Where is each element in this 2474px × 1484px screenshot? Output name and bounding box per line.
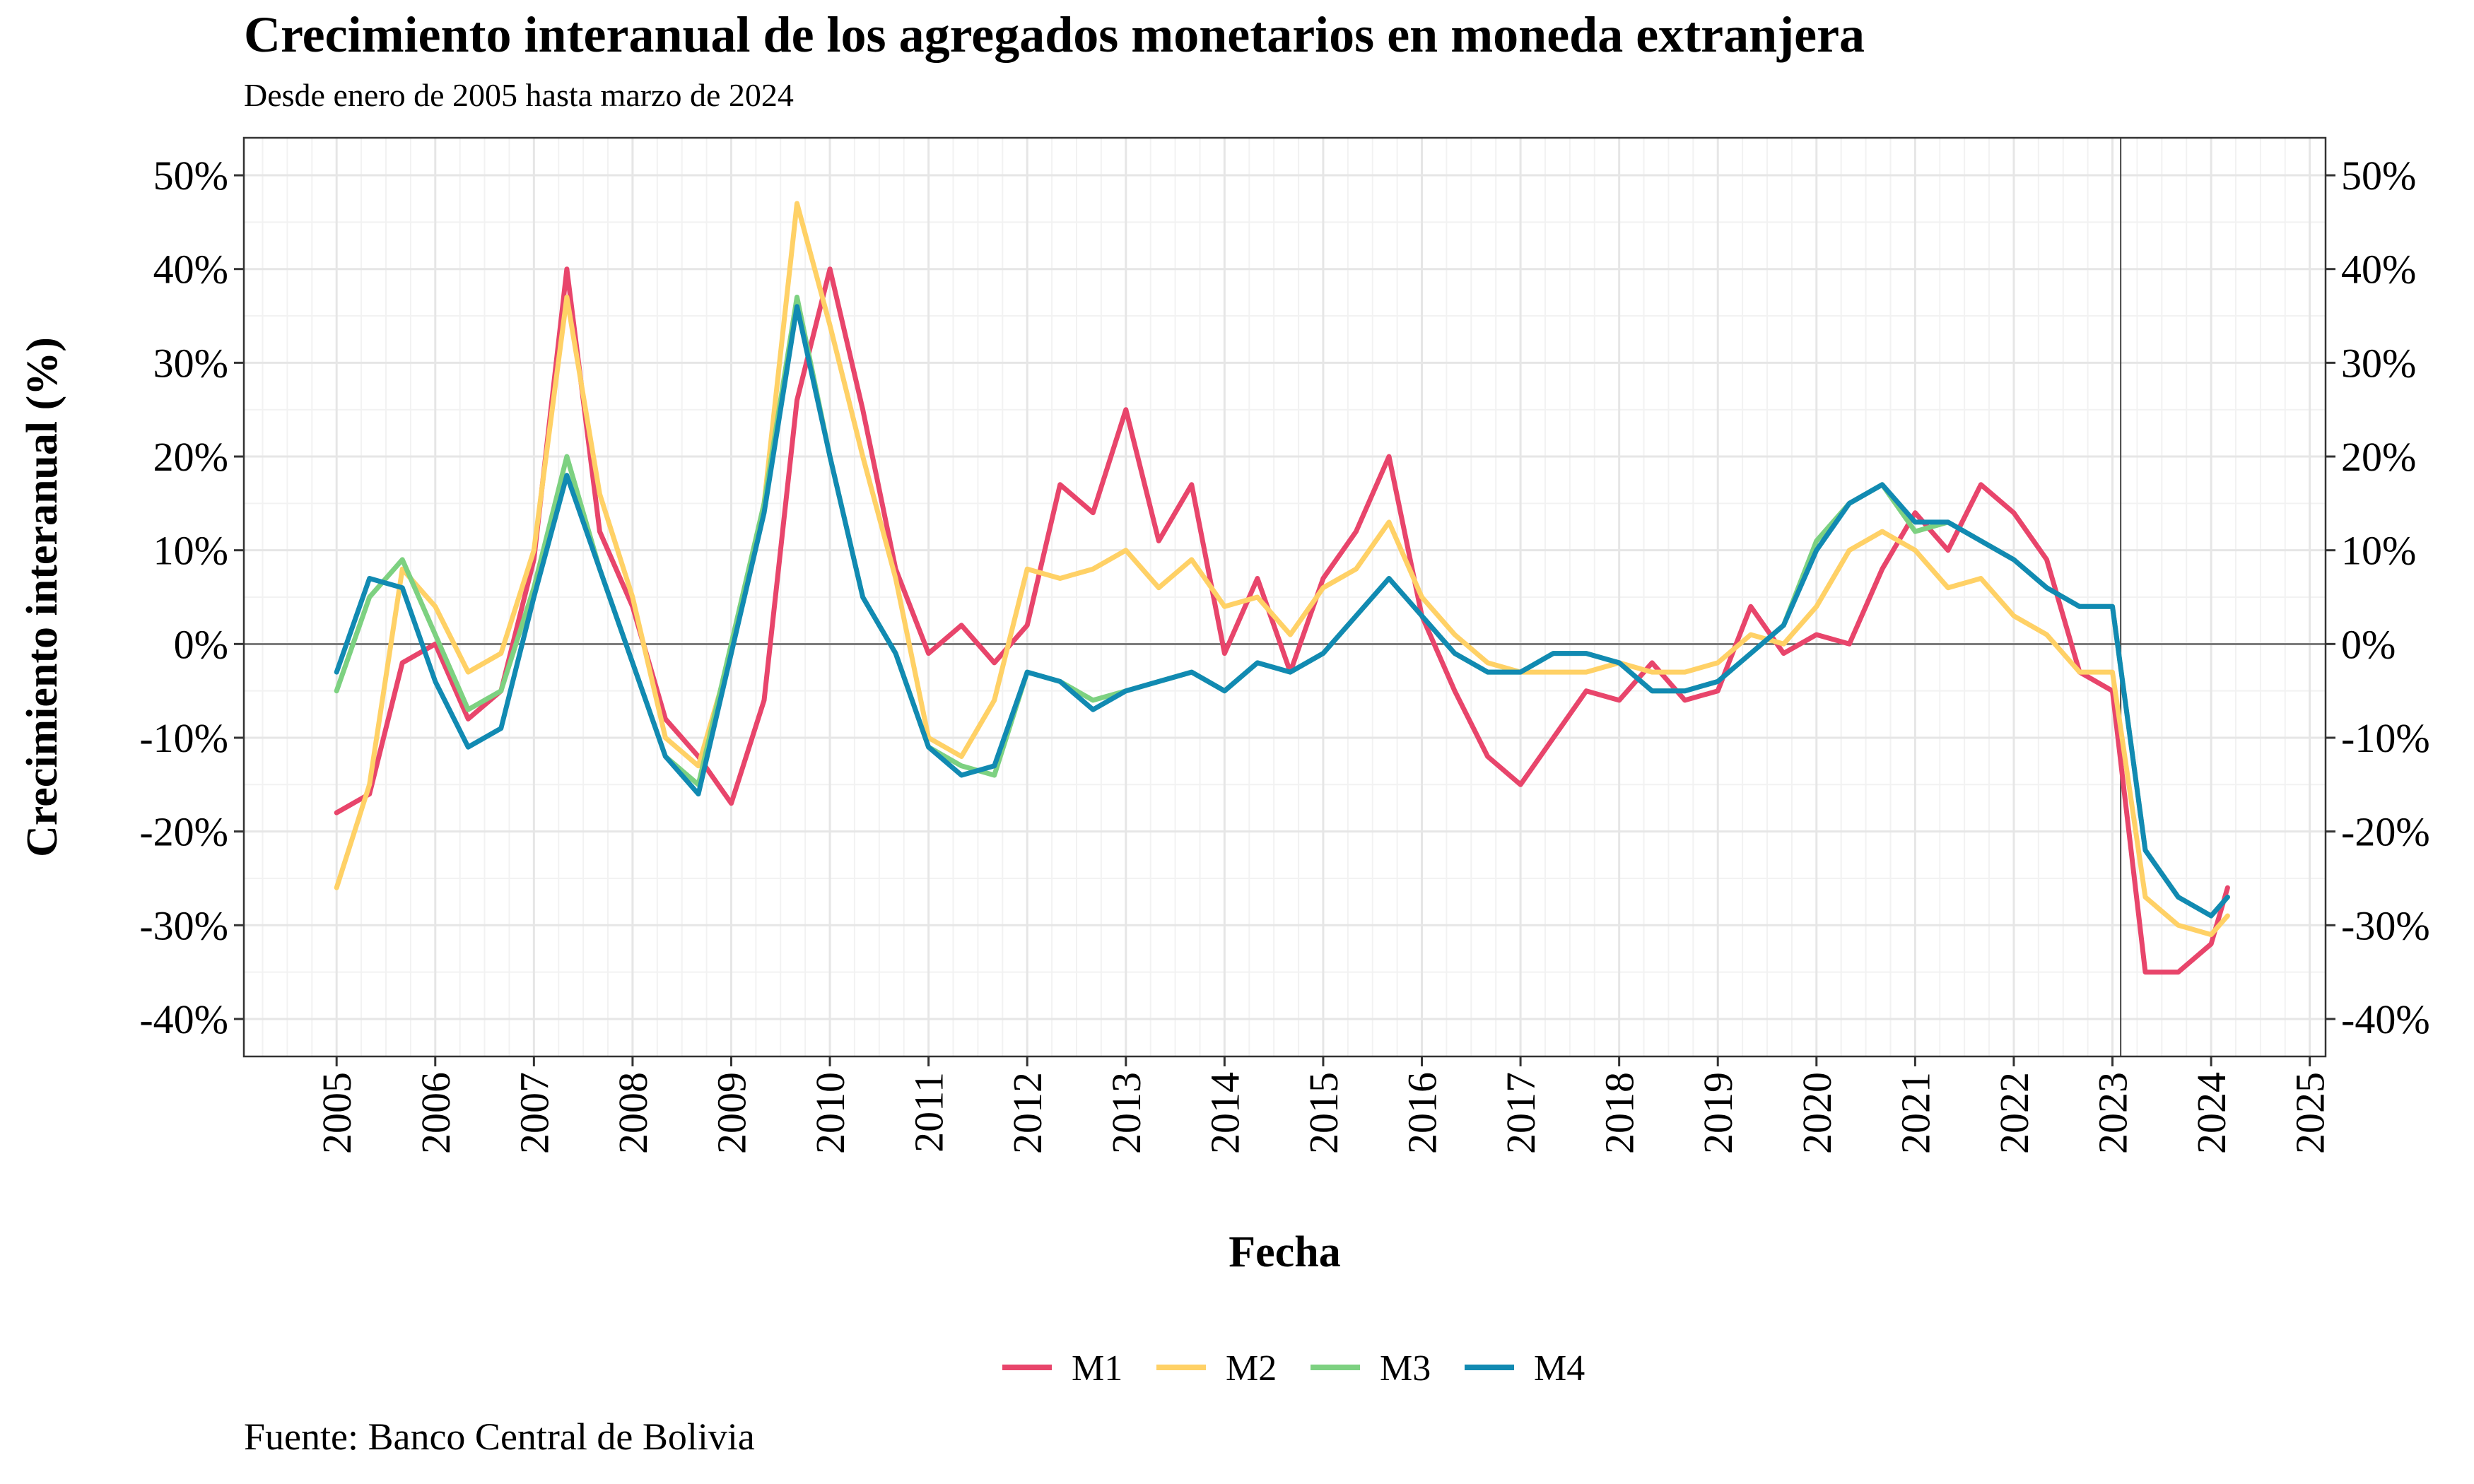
x-tick-label: 2011	[906, 1072, 952, 1153]
x-tick-label: 2006	[413, 1072, 459, 1154]
source-caption: Fuente: Banco Central de Bolivia	[244, 1415, 755, 1458]
series-layer	[334, 201, 2230, 975]
x-tick-label: 2007	[511, 1072, 557, 1154]
x-tick-label: 2015	[1301, 1072, 1347, 1154]
y-tick-label-right: 30%	[2341, 340, 2416, 386]
series-line-m4	[334, 304, 2230, 919]
y-tick-label-right: -10%	[2341, 715, 2430, 761]
x-tick-label: 2023	[2090, 1072, 2136, 1154]
x-tick-label: 2012	[1004, 1072, 1050, 1154]
x-tick-label: 2016	[1400, 1072, 1446, 1154]
legend-label-m3: M3	[1380, 1348, 1431, 1389]
y-tick-label-left: 40%	[153, 247, 228, 293]
reference-lines	[244, 138, 2326, 1056]
y-tick-label-right: -30%	[2341, 902, 2430, 948]
series-line-m2	[334, 201, 2230, 938]
x-tick-label: 2009	[708, 1072, 754, 1154]
y-tick-label-right: -40%	[2341, 996, 2430, 1042]
y-tick-label-right: 0%	[2341, 621, 2396, 667]
x-tick-label: 2005	[314, 1072, 360, 1154]
y-tick-label-left: 50%	[153, 153, 228, 199]
y-tick-label-left: -20%	[139, 809, 228, 855]
series-line-m3	[334, 295, 2230, 919]
y-tick-label-left: 0%	[174, 621, 228, 667]
panel-border	[242, 136, 2327, 1058]
x-tick-label: 2018	[1597, 1072, 1643, 1154]
minor-gridlines	[244, 138, 2326, 1056]
x-tick-label: 2019	[1695, 1072, 1741, 1154]
y-tick-label-left: 10%	[153, 528, 228, 574]
x-axis-title: Fecha	[1229, 1228, 1340, 1276]
y-tick-label-left: -10%	[139, 715, 228, 761]
y-tick-label-left: -40%	[139, 996, 228, 1042]
y-tick-label-right: 10%	[2341, 528, 2416, 574]
y-tick-label-right: 40%	[2341, 247, 2416, 293]
y-tick-label-left: 30%	[153, 340, 228, 386]
y-tick-label-right: -20%	[2341, 809, 2430, 855]
y-tick-label-right: 20%	[2341, 434, 2416, 480]
chart-title: Crecimiento interanual de los agregados …	[244, 6, 1865, 63]
x-tick-label: 2008	[610, 1072, 656, 1154]
legend-label-m2: M2	[1226, 1348, 1277, 1389]
y-tick-label-left: -30%	[139, 902, 228, 948]
x-tick-label: 2020	[1794, 1072, 1840, 1154]
x-tick-label: 2022	[1991, 1072, 2037, 1154]
y-tick-label-left: 20%	[153, 434, 228, 480]
y-axis-title: Crecimiento interanual (%)	[18, 337, 66, 857]
y-tick-label-right: 50%	[2341, 153, 2416, 199]
x-tick-label: 2021	[1892, 1072, 1938, 1154]
x-tick-label: 2013	[1103, 1072, 1149, 1154]
chart-subtitle: Desde enero de 2005 hasta marzo de 2024	[244, 77, 794, 113]
x-tick-label: 2025	[2287, 1072, 2333, 1154]
x-tick-label: 2010	[807, 1072, 853, 1154]
x-tick-label: 2017	[1498, 1072, 1544, 1154]
axes-layer: -40% -40% -30% -30% -20% -20% -10% -10% 0% 0% 10% 1…	[139, 153, 2429, 1154]
x-tick-label: 2014	[1202, 1072, 1248, 1154]
legend-label-m1: M1	[1072, 1348, 1122, 1389]
x-tick-label: 2024	[2188, 1072, 2234, 1154]
legend-label-m4: M4	[1534, 1348, 1585, 1389]
legend: M1 M2 M3 M4	[1002, 1348, 1585, 1389]
